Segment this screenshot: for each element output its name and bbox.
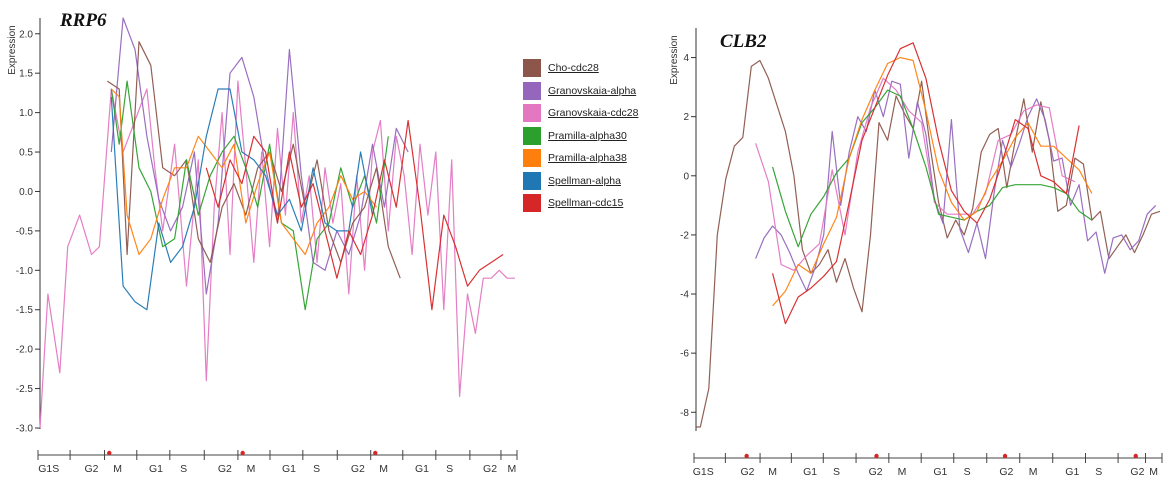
legend-swatch (523, 149, 541, 168)
y-tick-label: 0 (683, 171, 689, 182)
phase-marker-dot (107, 450, 112, 456)
series-line-cho-cdc28 (106, 41, 401, 279)
phase-label: G2 (999, 466, 1013, 478)
phase-label: M (379, 463, 388, 475)
legend-swatch (523, 104, 541, 123)
phase-label: S (446, 463, 453, 475)
phase-label: M (898, 466, 907, 478)
y-tick-label: -4 (680, 290, 689, 301)
legend-item[interactable]: Spellman-cdc15 (523, 192, 638, 215)
phase-label: S (1095, 466, 1102, 478)
series-line-pramilla-alpha30 (772, 89, 1093, 248)
series-line-spellman-cdc15 (772, 42, 1080, 325)
legend-swatch (523, 126, 541, 145)
phase-label: G1 (282, 463, 296, 475)
phase-label: G2 (351, 463, 365, 475)
legend-label[interactable]: Cho-cdc28 (548, 62, 599, 75)
legend-item[interactable]: Granovskaia-cdc28 (523, 102, 638, 125)
y-tick-label: 1.0 (19, 108, 33, 119)
y-tick-label: 2.0 (19, 29, 33, 40)
series-line-pramilla-alpha38 (110, 88, 377, 256)
phase-label: M (1149, 466, 1158, 478)
y-tick-label: -6 (680, 349, 689, 360)
phase-marker-dot (874, 453, 879, 459)
chart-title: CLB2 (720, 31, 767, 52)
y-axis-title: Expression (7, 25, 18, 74)
phase-label: S (833, 466, 840, 478)
y-axis-title: Expression (669, 35, 680, 84)
phase-marker-dot (240, 450, 245, 456)
phase-label: M (1029, 466, 1038, 478)
phase-label: M (113, 463, 122, 475)
phase-label: M (507, 463, 516, 475)
phase-label: G1 (149, 463, 163, 475)
y-tick-label: -1.0 (16, 266, 34, 277)
y-tick-label: -2 (680, 230, 689, 241)
legend-label[interactable]: Granovskaia-alpha (548, 84, 637, 97)
y-tick-label: -0.5 (16, 226, 34, 237)
legend-swatch (523, 59, 541, 78)
phase-label: G1 (415, 463, 429, 475)
phase-label: G2 (483, 463, 497, 475)
chart-title: RRP6 (59, 10, 107, 31)
legend-label[interactable]: Pramilla-alpha30 (548, 129, 627, 142)
phase-label: G2 (869, 466, 883, 478)
phase-label: G2 (1130, 466, 1144, 478)
y-tick-label: 2 (683, 112, 689, 123)
y-tick-label: 0.5 (19, 148, 33, 159)
legend-item[interactable]: Pramilla-alpha30 (523, 125, 638, 148)
phase-marker-dot (373, 450, 378, 456)
phase-label: G1 (803, 466, 817, 478)
phase-marker-dot (1133, 453, 1138, 459)
y-tick-label: -1.5 (16, 305, 34, 316)
y-tick-label: -2.0 (16, 345, 34, 356)
phase-label: M (247, 463, 256, 475)
phase-label: G2 (84, 463, 98, 475)
legend-swatch (523, 171, 541, 190)
series-line-spellman-cdc15 (205, 119, 504, 311)
series-line-spellman-alpha (110, 88, 374, 311)
phase-label: M (768, 466, 777, 478)
legend-label[interactable]: Spellman-alpha (548, 174, 621, 187)
y-tick-label: -3.0 (16, 424, 34, 435)
legend-label[interactable]: Granovskaia-cdc28 (548, 107, 639, 120)
legend-label[interactable]: Pramilla-alpha38 (548, 152, 627, 165)
phase-label: G2 (218, 463, 232, 475)
y-tick-label: -8 (680, 408, 689, 419)
phase-label: G2 (741, 466, 755, 478)
y-tick-label: 1.5 (19, 69, 33, 80)
legend-item[interactable]: Spellman-alpha (523, 170, 638, 193)
series-line-granovskaia-alpha (755, 80, 1157, 292)
phase-marker-dot (1002, 453, 1008, 459)
legend: Cho-cdc28 Granovskaia-alpha Granovskaia-cd… (523, 57, 638, 215)
y-tick-label: -2.5 (16, 384, 34, 395)
series-line-granovskaia-cdc28 (755, 77, 1076, 271)
y-tick-label: 4 (683, 53, 689, 64)
phase-label: G1S (38, 463, 59, 475)
y-tick-label: 0.0 (19, 187, 33, 198)
series-line-cho-cdc28 (696, 59, 1161, 428)
phase-marker-dot (744, 453, 749, 459)
phase-label: S (180, 463, 187, 475)
phase-label: S (313, 463, 320, 475)
series-line-pramilla-alpha30 (110, 80, 389, 311)
legend-swatch (523, 81, 541, 100)
legend-label[interactable]: Spellman-cdc15 (548, 197, 624, 210)
legend-item[interactable]: Pramilla-alpha38 (523, 147, 638, 170)
phase-label: G1 (1065, 466, 1079, 478)
series-line-pramilla-alpha38 (772, 57, 1093, 307)
phase-label: G1S (693, 466, 714, 478)
rrp6-chart: -3.0 -2.5 -2.0 -1.5 -1.0 -0.5 0.0 0.5 1.0 1.5 2.0E… (7, 10, 518, 475)
legend-swatch (523, 194, 541, 213)
phase-label: G1 (933, 466, 947, 478)
legend-item[interactable]: Cho-cdc28 (523, 57, 638, 80)
series-line-granovskaia-cdc28 (39, 80, 515, 429)
phase-label: S (964, 466, 971, 478)
legend-item[interactable]: Granovskaia-alpha (523, 80, 638, 103)
